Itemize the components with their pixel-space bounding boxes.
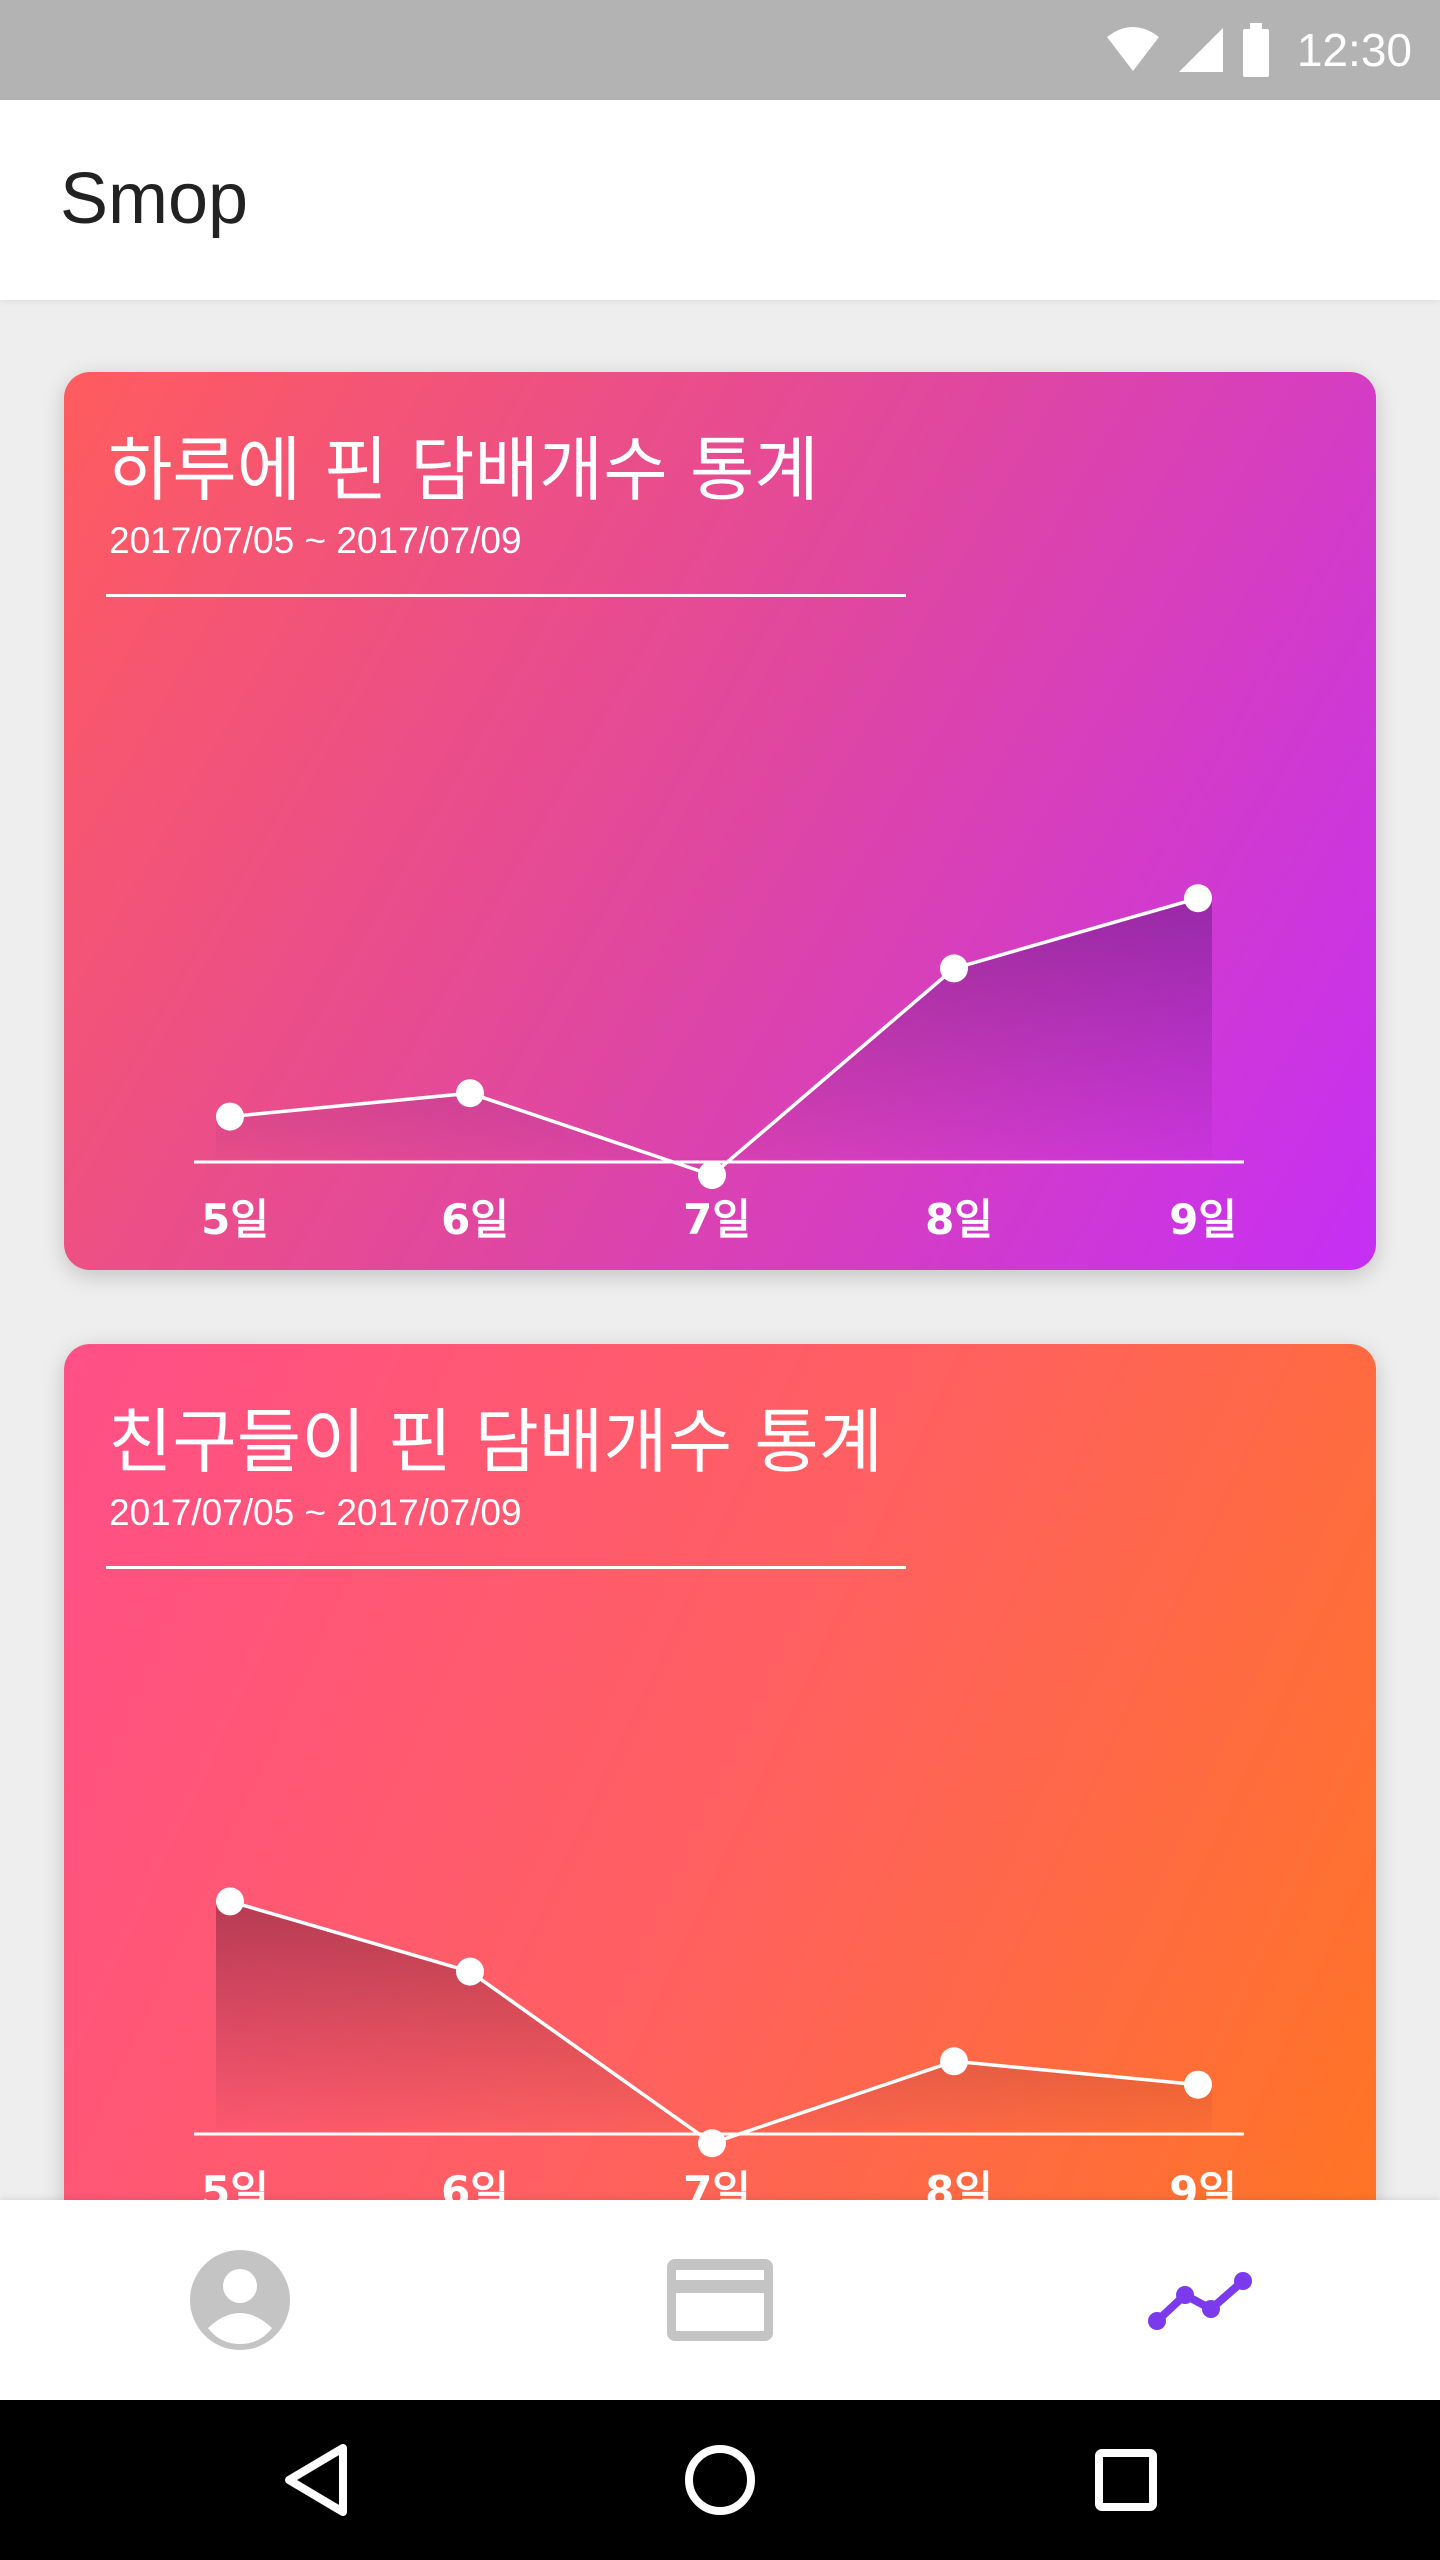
card-date-range: 2017/07/05 ~ 2017/07/09 — [109, 1492, 522, 1533]
data-point-5 — [1184, 2070, 1212, 2099]
nav-profile-button[interactable] — [0, 2200, 480, 2400]
data-point-1 — [216, 1102, 244, 1131]
status-icons: 12:30 — [1105, 0, 1412, 100]
card-divider — [106, 1566, 906, 1569]
profile-icon — [190, 2250, 290, 2350]
card-date-range: 2017/07/05 ~ 2017/07/09 — [109, 520, 522, 561]
card-icon — [667, 2259, 773, 2341]
friends-stats-card: 친구들이 핀 담배개수 통계 2017/07/05 ~ 2017/07/09 5… — [64, 1344, 1376, 2344]
x-tick-label: 8일 — [925, 1195, 993, 1244]
back-button[interactable] — [236, 2400, 396, 2560]
nav-stats-button[interactable] — [960, 2200, 1440, 2400]
back-icon — [285, 2444, 347, 2516]
data-point-2 — [456, 1957, 484, 1986]
recents-button[interactable] — [1046, 2400, 1206, 2560]
home-button[interactable] — [640, 2400, 800, 2560]
x-tick-label: 7일 — [683, 1195, 751, 1244]
data-point-3 — [698, 2129, 726, 2158]
app-bar: Smop — [0, 100, 1440, 300]
clock: 12:30 — [1296, 24, 1412, 76]
data-point-2 — [456, 1079, 484, 1108]
status-bar: 12:30 — [0, 0, 1440, 100]
data-point-4 — [940, 2047, 968, 2076]
chart-area — [216, 898, 1212, 1176]
nav-card-button[interactable] — [480, 2200, 960, 2400]
card-divider — [106, 594, 906, 597]
data-point-1 — [216, 1887, 244, 1916]
data-point-4 — [940, 954, 968, 983]
x-tick-label: 5일 — [201, 1195, 269, 1244]
data-point-3 — [698, 1161, 726, 1190]
daily-stats-chart: 5일 6일 7일 8일 9일 — [194, 884, 1244, 1244]
wifi-icon — [1106, 27, 1159, 71]
stats-icon — [1148, 2272, 1252, 2330]
battery-icon — [1242, 23, 1269, 77]
system-nav-bar — [0, 2400, 1440, 2560]
x-tick-label: 6일 — [441, 1195, 509, 1244]
cell-signal-icon — [1178, 28, 1223, 72]
home-icon — [685, 2445, 755, 2515]
chart-area — [216, 1901, 1212, 2144]
bottom-nav — [0, 2200, 1440, 2400]
friends-stats-chart: 5일 6일 7일 8일 9일 — [194, 1887, 1244, 2216]
daily-stats-card: 하루에 핀 담배개수 통계 2017/07/05 ~ 2017/07/09 5일… — [64, 372, 1376, 1270]
recents-icon — [1095, 2449, 1157, 2511]
app-title: Smop — [60, 159, 249, 239]
card-title: 하루에 핀 담배개수 통계 — [108, 429, 819, 511]
x-tick-label: 9일 — [1169, 1195, 1237, 1244]
card-title: 친구들이 핀 담배개수 통계 — [108, 1401, 884, 1483]
data-point-5 — [1184, 884, 1212, 913]
